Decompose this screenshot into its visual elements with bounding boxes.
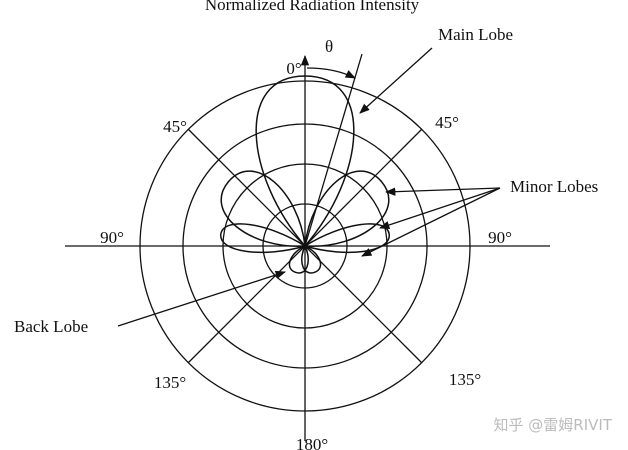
watermark: 知乎 @雷姆RIVIT bbox=[494, 416, 613, 434]
annotation: Back Lobe bbox=[14, 317, 88, 336]
angle-label: 90° bbox=[488, 228, 512, 247]
minor-lobe bbox=[220, 170, 306, 247]
arrow bbox=[359, 47, 433, 114]
back-lobe bbox=[301, 245, 322, 274]
angle-label: 0° bbox=[286, 59, 301, 78]
back-lobe bbox=[288, 245, 309, 274]
minor-lobe bbox=[220, 223, 306, 254]
angle-label: 135° bbox=[154, 373, 186, 392]
angle-label: 45° bbox=[435, 113, 459, 132]
title: Normalized Radiation Intensity bbox=[205, 0, 420, 14]
angle-label: 90° bbox=[100, 228, 124, 247]
theta-arc bbox=[306, 67, 356, 79]
annotation: Main Lobe bbox=[438, 25, 513, 44]
lobes bbox=[220, 75, 390, 274]
angle-label: 180° bbox=[296, 435, 328, 450]
arrow bbox=[361, 187, 501, 257]
polar-grid bbox=[65, 53, 550, 441]
angle-label: 45° bbox=[163, 117, 187, 136]
arrow bbox=[384, 187, 501, 196]
minor-lobe bbox=[304, 223, 390, 254]
minor-lobe bbox=[304, 170, 390, 247]
arrow bbox=[117, 270, 286, 327]
angle-label: 135° bbox=[449, 370, 481, 389]
annotation: Minor Lobes bbox=[510, 177, 598, 196]
theta-line bbox=[304, 53, 363, 247]
arrow bbox=[379, 187, 501, 229]
theta-label: θ bbox=[325, 37, 333, 56]
